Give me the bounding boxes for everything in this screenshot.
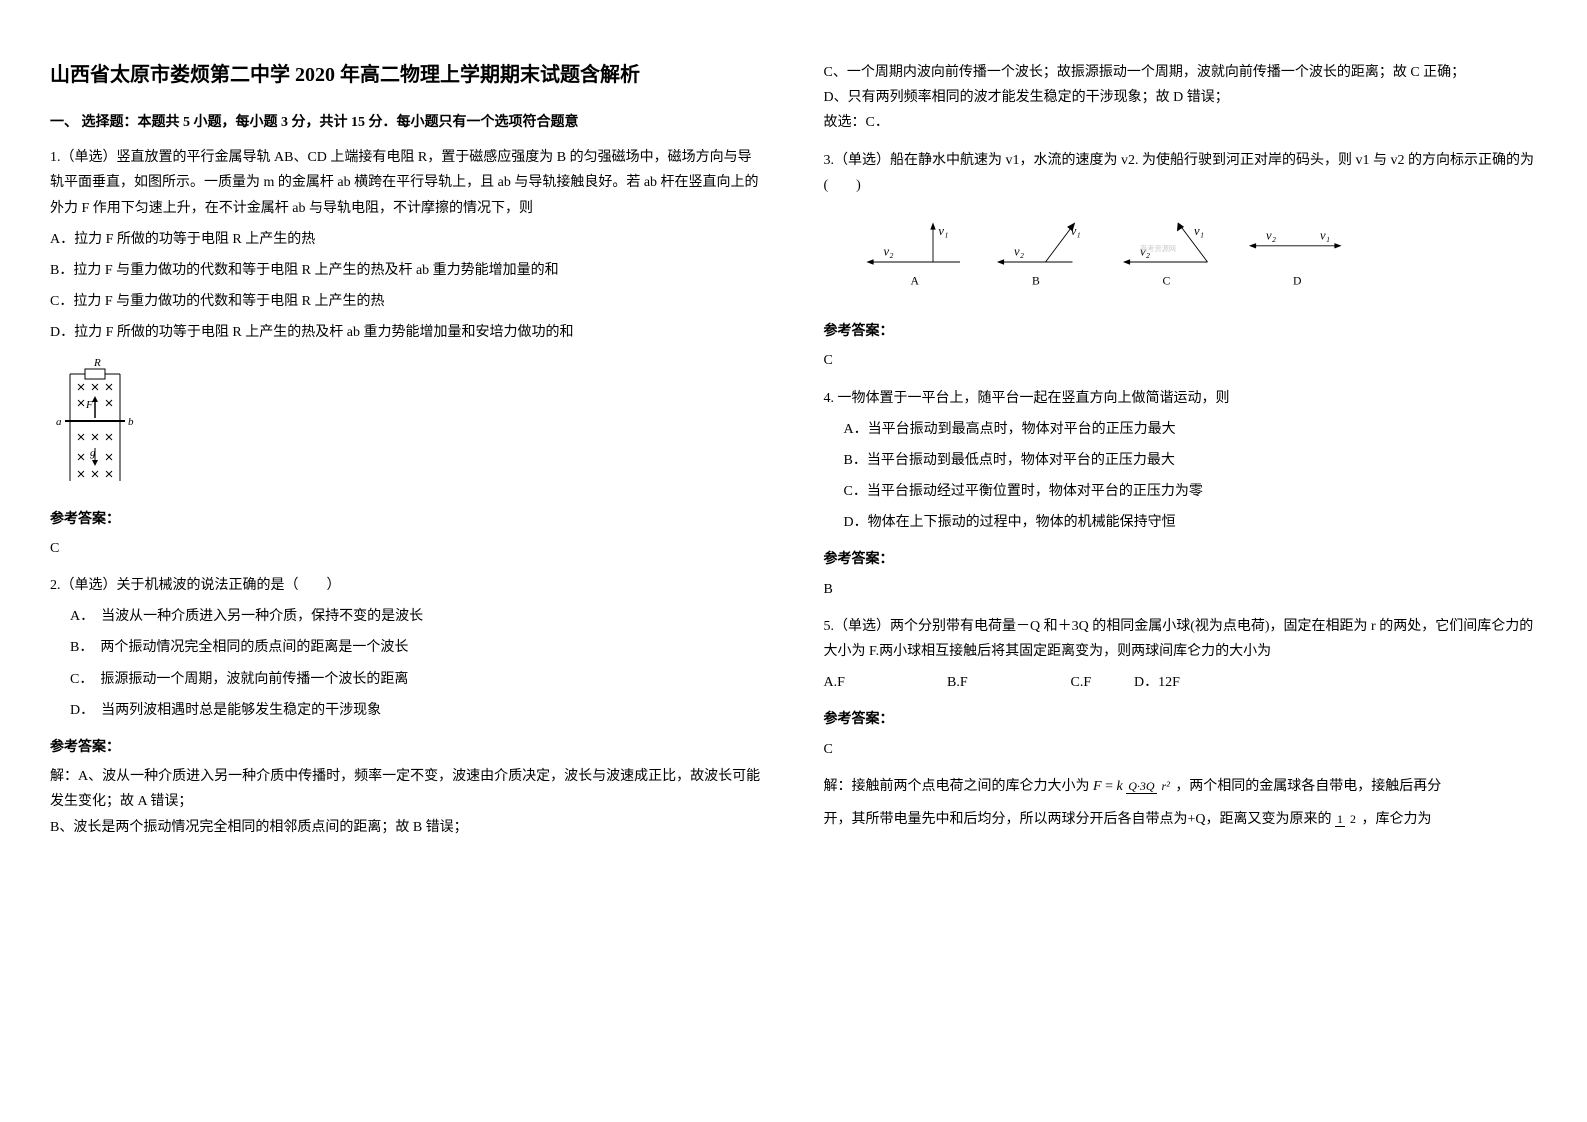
question-1: 1.（单选）竖直放置的平行金属导轨 AB、CD 上端接有电阻 R，置于磁感应强度… bbox=[50, 145, 764, 495]
q4-answer-label: 参考答案： bbox=[824, 547, 1538, 572]
q2-opt-c: C． 振源振动一个周期，波就向前传播一个波长的距离 bbox=[70, 667, 764, 692]
svg-text:v₂: v₂ bbox=[1266, 228, 1277, 242]
question-5: 5.（单选）两个分别带有电荷量－Q 和＋3Q 的相同金属小球(视为点电荷)，固定… bbox=[824, 614, 1538, 696]
q4-text: 4. 一物体置于一平台上，随平台一起在竖直方向上做简谐运动，则 bbox=[824, 386, 1538, 411]
q5-opt-d: D．12F bbox=[1134, 670, 1180, 695]
svg-text:v₁: v₁ bbox=[938, 224, 948, 238]
q1-opt-a: A．拉力 F 所做的功等于电阻 R 上产生的热 bbox=[50, 227, 764, 252]
q2-opt-d: D． 当两列波相遇时总是能够发生稳定的干涉现象 bbox=[70, 698, 764, 723]
q1-answer-label: 参考答案： bbox=[50, 507, 764, 532]
svg-text:B: B bbox=[1032, 274, 1040, 287]
q5-explain1-pre: 解：接触前两个点电荷之间的库仑力大小为 bbox=[824, 779, 1090, 794]
q5-explain1-post: ，两个相同的金属球各自带电，接触后再分 bbox=[1175, 779, 1441, 794]
svg-text:g: g bbox=[90, 447, 96, 459]
question-3: 3.（单选）船在静水中航速为 v1，水流的速度为 v2. 为使船行驶到河正对岸的… bbox=[824, 148, 1538, 308]
q4-opt-d: D．物体在上下振动的过程中，物体的机械能保持守恒 bbox=[844, 510, 1538, 535]
q5-opt-b: B.F bbox=[947, 670, 1067, 695]
q2-explain-b: B、波长是两个振动情况完全相同的相邻质点间的距离；故 B 错误； bbox=[50, 815, 764, 840]
q1-text: 1.（单选）竖直放置的平行金属导轨 AB、CD 上端接有电阻 R，置于磁感应强度… bbox=[50, 145, 764, 221]
svg-text:v₁: v₁ bbox=[1194, 224, 1204, 238]
q4-opt-c: C．当平台振动经过平衡位置时，物体对平台的正压力为零 bbox=[844, 479, 1538, 504]
svg-text:D: D bbox=[1293, 274, 1301, 287]
q5-answer: C bbox=[824, 737, 1538, 762]
q5-opt-a: A.F bbox=[824, 670, 944, 695]
q5-answer-label: 参考答案： bbox=[824, 707, 1538, 732]
svg-text:v₁: v₁ bbox=[1320, 228, 1330, 242]
svg-text:v₂: v₂ bbox=[883, 245, 894, 259]
svg-text:v₁: v₁ bbox=[1070, 224, 1080, 238]
q3-boat-diagram: v₂ v₁ A v₂ v₁ B bbox=[824, 208, 1538, 307]
fraction-half: 1 2 bbox=[1335, 809, 1358, 831]
q5-options: A.F B.F C.F D．12F bbox=[824, 670, 1538, 695]
q4-opt-a: A．当平台振动到最高点时，物体对平台的正压力最大 bbox=[844, 417, 1538, 442]
q2-explain-a: 解：A、波从一种介质进入另一种介质中传播时，频率一定不变，波速由介质决定，波长与… bbox=[50, 764, 764, 814]
svg-text:A: A bbox=[910, 274, 919, 287]
question-2: 2.（单选）关于机械波的说法正确的是（ ） A． 当波从一种介质进入另一种介质，… bbox=[50, 573, 764, 723]
q5-explain2-pre: 开，其所带电量先中和后均分，所以两球分开后各自带点为+Q，距离又变为原来的 bbox=[824, 812, 1332, 827]
q2-opt-a: A． 当波从一种介质进入另一种介质，保持不变的是波长 bbox=[70, 604, 764, 629]
page-title: 山西省太原市娄烦第二中学 2020 年高二物理上学期期末试题含解析 bbox=[50, 60, 764, 90]
svg-text:C: C bbox=[1162, 274, 1170, 287]
q2-opt-b: B． 两个振动情况完全相同的质点间的距离是一个波长 bbox=[70, 635, 764, 660]
svg-text:b: b bbox=[128, 416, 134, 428]
q4-answer: B bbox=[824, 577, 1538, 602]
q5-text: 5.（单选）两个分别带有电荷量－Q 和＋3Q 的相同金属小球(视为点电荷)，固定… bbox=[824, 614, 1538, 664]
q1-answer: C bbox=[50, 536, 764, 561]
q5-explain2-post: ，库仑力为 bbox=[1362, 812, 1432, 827]
q2-explain-c: C、一个周期内波向前传播一个波长；故振源振动一个周期，波就向前传播一个波长的距离… bbox=[824, 60, 1538, 85]
coulomb-formula: F = k Q·3Q r² bbox=[1093, 774, 1172, 799]
svg-text:R: R bbox=[93, 357, 101, 369]
q3-answer-label: 参考答案： bbox=[824, 319, 1538, 344]
q3-text: 3.（单选）船在静水中航速为 v1，水流的速度为 v2. 为使船行驶到河正对岸的… bbox=[824, 148, 1538, 198]
q2-explain: 解：A、波从一种介质进入另一种介质中传播时，频率一定不变，波速由介质决定，波长与… bbox=[50, 764, 764, 840]
q2-text: 2.（单选）关于机械波的说法正确的是（ ） bbox=[50, 573, 764, 598]
svg-text:v₂: v₂ bbox=[1014, 245, 1025, 259]
q1-opt-d: D．拉力 F 所做的功等于电阻 R 上产生的热及杆 ab 重力势能增加量和安培力… bbox=[50, 320, 764, 345]
q4-opt-b: B．当平台振动到最低点时，物体对平台的正压力最大 bbox=[844, 448, 1538, 473]
q2-explain-final: 故选：C． bbox=[824, 110, 1538, 135]
question-4: 4. 一物体置于一平台上，随平台一起在竖直方向上做简谐运动，则 A．当平台振动到… bbox=[824, 386, 1538, 536]
section-title: 一、 选择题：本题共 5 小题，每小题 3 分，共计 15 分．每小题只有一个选… bbox=[50, 110, 764, 135]
q1-opt-c: C．拉力 F 与重力做功的代数和等于电阻 R 上产生的热 bbox=[50, 289, 764, 314]
q1-opt-b: B．拉力 F 与重力做功的代数和等于电阻 R 上产生的热及杆 ab 重力势能增加… bbox=[50, 258, 764, 283]
q1-circuit-diagram: R bbox=[50, 356, 764, 495]
q5-explain: 解：接触前两个点电荷之间的库仑力大小为 F = k Q·3Q r² ，两个相同的… bbox=[824, 774, 1538, 833]
svg-text:F: F bbox=[85, 399, 93, 411]
svg-text:高考资源网: 高考资源网 bbox=[1140, 244, 1176, 253]
q5-opt-c: C.F bbox=[1071, 670, 1131, 695]
q2-explain-d: D、只有两列频率相同的波才能发生稳定的干涉现象；故 D 错误； bbox=[824, 85, 1538, 110]
q2-answer-label: 参考答案： bbox=[50, 735, 764, 760]
q3-answer: C bbox=[824, 348, 1538, 373]
svg-text:a: a bbox=[56, 416, 62, 428]
